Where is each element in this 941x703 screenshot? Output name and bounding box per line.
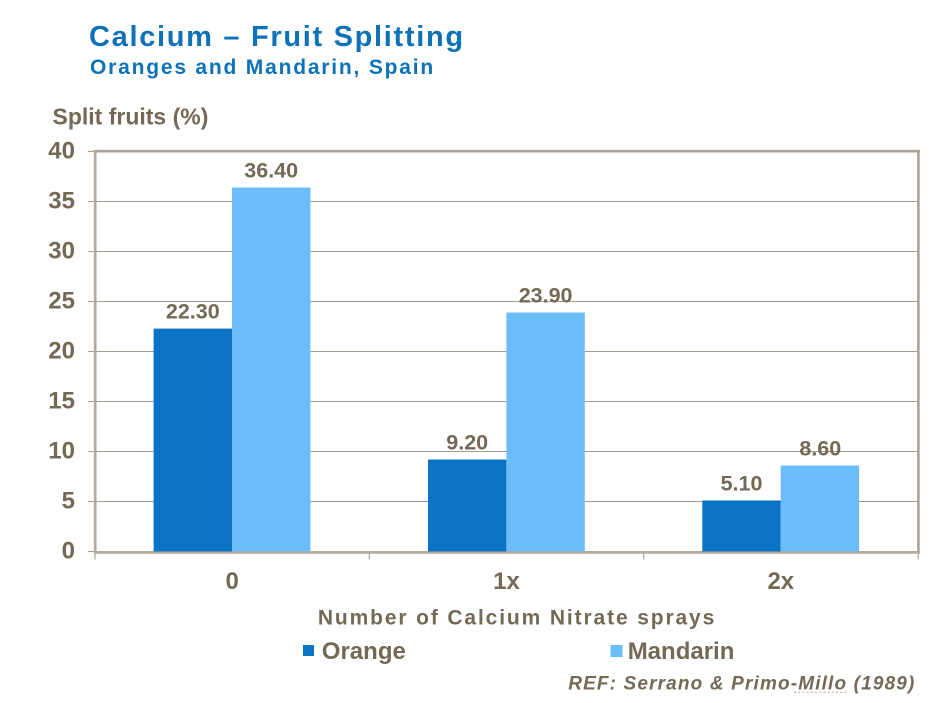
svg-text:20: 20: [48, 338, 75, 365]
svg-text:30: 30: [48, 238, 75, 265]
svg-text:0: 0: [226, 568, 239, 595]
svg-text:23.90: 23.90: [519, 284, 573, 308]
svg-text:Orange: Orange: [322, 638, 406, 665]
svg-text:5: 5: [62, 488, 75, 515]
svg-text:40: 40: [48, 138, 75, 165]
svg-text:35: 35: [48, 188, 75, 215]
svg-text:REF: Serrano & Primo-Millo (19: REF: Serrano & Primo-Millo (1989): [568, 674, 915, 695]
svg-text:1x: 1x: [493, 568, 520, 595]
svg-text:Oranges and Mandarin, Spain: Oranges and Mandarin, Spain: [90, 56, 435, 79]
svg-text:22.30: 22.30: [166, 300, 220, 324]
svg-text:5.10: 5.10: [721, 472, 763, 496]
svg-text:10: 10: [48, 438, 75, 465]
svg-text:2x: 2x: [767, 568, 794, 595]
svg-text:Split fruits (%): Split fruits (%): [53, 104, 209, 130]
svg-text:Calcium – Fruit Splitting: Calcium – Fruit Splitting: [89, 21, 465, 53]
svg-text:9.20: 9.20: [446, 431, 488, 455]
svg-text:15: 15: [48, 388, 75, 415]
svg-text:0: 0: [62, 538, 75, 565]
svg-text:Mandarin: Mandarin: [628, 638, 735, 665]
svg-text:8.60: 8.60: [799, 437, 841, 461]
svg-text:36.40: 36.40: [244, 159, 298, 183]
svg-text:25: 25: [48, 288, 75, 315]
svg-text:Number of Calcium Nitrate spra: Number of Calcium Nitrate sprays: [318, 607, 716, 630]
